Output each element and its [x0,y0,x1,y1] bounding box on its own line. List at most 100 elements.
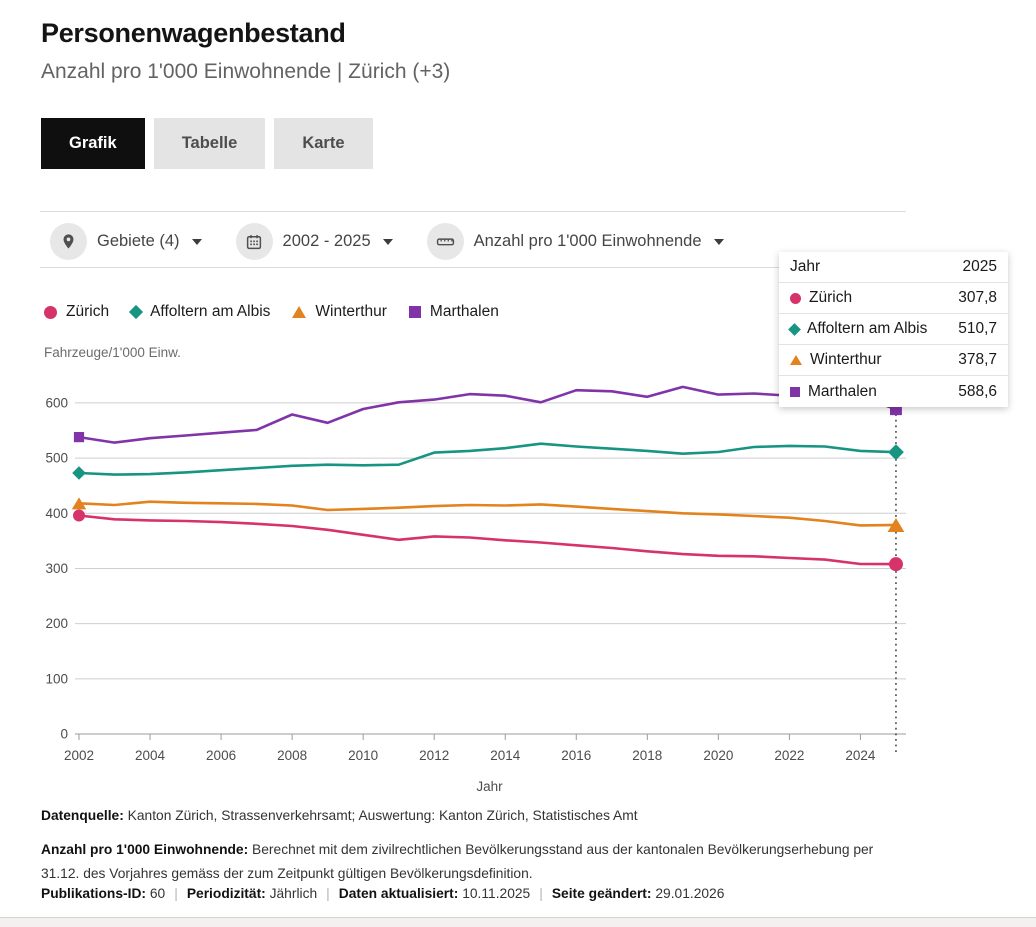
publication-meta: Publikations-ID: 60 | Periodizität: Jährli… [41,886,725,901]
x-axis-tick-label: 2002 [64,748,94,763]
page-bottom-strip [0,917,1036,927]
tooltip-year-label: Jahr [790,258,821,275]
data-point-marker [888,444,904,461]
tooltip-row: Winterthur 378,7 [779,345,1008,376]
page-subtitle: Anzahl pro 1'000 Einwohnende | Zürich (+… [41,60,451,83]
x-axis-tick-label: 2006 [206,748,236,763]
definition-text: Berechnet mit dem zivilrechtlichen Bevöl… [41,842,874,881]
tooltip-year-value: 2025 [962,258,997,275]
y-axis-tick-label: 100 [45,671,68,686]
meta-value: 29.01.2026 [655,886,725,901]
legend-label: Winterthur [315,303,387,320]
meta-label: Publikations-ID: [41,886,150,901]
filter-zeitraum-label: 2002 - 2025 [282,232,371,250]
series-line [77,500,898,527]
filter-gebiete[interactable]: Gebiete (4) [50,223,202,260]
view-tabs: Grafik Tabelle Karte [41,118,373,169]
x-axis-tick-label: 2014 [490,748,521,763]
meta-value: 10.11.2025 [462,886,531,901]
x-axis-title: Jahr [476,779,503,794]
series-marker-circle [790,292,801,304]
filter-zeitraum[interactable]: 2002 - 2025 [235,223,393,260]
tooltip-row: Affoltern am Albis 510,7 [779,314,1008,345]
tab-karte[interactable]: Karte [274,118,373,169]
meta-label: Daten aktualisiert: [338,886,463,901]
tooltip-series-name: Affoltern am Albis [807,320,928,337]
x-axis-tick-label: 2018 [632,748,662,763]
ruler-icon [426,223,464,260]
filter-bar: Gebiete (4) 2002 - 2025 [50,223,724,260]
calendar-icon [235,223,273,260]
legend-item[interactable]: Zürich [44,303,109,321]
meta-label: Seite geändert: [551,886,656,901]
definition-note: Anzahl pro 1'000 Einwohnende: Berechnet … [41,838,897,886]
series-marker-diamond [788,322,801,336]
legend-label: Zürich [66,303,110,320]
data-point-marker [73,432,85,443]
chevron-down-icon [713,238,724,245]
y-axis-tick-label: 200 [45,616,68,631]
data-point-marker [72,466,86,480]
x-axis-tick-label: 2004 [135,748,166,763]
source-label: Datenquelle: [41,808,124,823]
chart-tooltip: Jahr 2025 Zürich 307,8 Affoltern am Albis 5… [779,252,1008,407]
x-axis-tick-label: 2022 [774,748,804,763]
divider [40,211,906,212]
definition-label: Anzahl pro 1'000 Einwohnende: [41,842,249,857]
x-axis-tick-label: 2016 [561,748,591,763]
series-line [77,385,898,444]
chevron-down-icon [382,238,393,245]
legend-item[interactable]: Marthalen [408,303,499,321]
filter-indikator[interactable]: Anzahl pro 1'000 Einwohnende [426,223,724,260]
data-point-marker [73,509,85,522]
tooltip-row: Zürich 307,8 [779,283,1008,314]
x-axis-tick-label: 2012 [419,748,449,763]
data-point-marker [887,518,905,533]
source-text: Kanton Zürich, Strassenverkehrsamt; Ausw… [127,808,638,823]
y-axis-tick-label: 500 [45,451,68,466]
x-axis-tick-label: 2020 [703,748,733,763]
data-point-marker [71,497,87,510]
y-axis-tick-label: 400 [45,506,68,521]
meta-value: 60 [149,886,166,901]
tooltip-series-value: 307,8 [958,289,997,306]
y-axis-tick-label: 0 [60,727,68,742]
legend-label: Marthalen [429,303,499,320]
legend-item[interactable]: Winterthur [292,303,387,321]
tooltip-series-value: 510,7 [958,320,997,337]
series-line [77,442,898,476]
series-marker-square [790,386,800,397]
legend-item[interactable]: Affoltern am Albis [129,303,271,321]
legend-label: Affoltern am Albis [150,303,271,320]
tooltip-series-name: Marthalen [808,382,877,400]
location-pin-icon [50,223,87,260]
data-point-marker [888,557,903,572]
y-axis-unit-label: Fahrzeuge/1'000 Einw. [44,345,181,360]
tab-tabelle[interactable]: Tabelle [153,118,266,169]
page-title: Personenwagenbestand [41,18,346,48]
chevron-down-icon [191,238,202,245]
filter-indikator-label: Anzahl pro 1'000 Einwohnende [473,232,702,250]
x-axis-tick-label: 2008 [277,748,307,763]
series-marker-circle [44,305,57,319]
x-axis-tick-label: 2024 [845,748,876,763]
tooltip-row: Marthalen 588,6 [779,376,1008,407]
source-note: Datenquelle: Kanton Zürich, Strassenverk… [41,808,638,823]
tooltip-series-name: Winterthur [810,351,882,368]
series-marker-triangle [292,306,307,318]
y-axis-tick-label: 300 [45,561,68,576]
divider [40,267,906,268]
series-marker-square [408,306,421,318]
x-axis-tick-label: 2010 [348,748,378,763]
tab-grafik[interactable]: Grafik [41,118,145,169]
tooltip-series-name: Zürich [809,289,853,306]
meta-value: Jährlich [269,886,318,901]
y-axis-tick-label: 600 [45,395,68,410]
data-point-marker [890,403,902,416]
chart-legend: Zürich Affoltern am Albis Winterthur Martha… [44,303,499,321]
series-marker-triangle [790,355,802,365]
tooltip-series-value: 378,7 [958,351,997,368]
series-line [77,514,898,566]
